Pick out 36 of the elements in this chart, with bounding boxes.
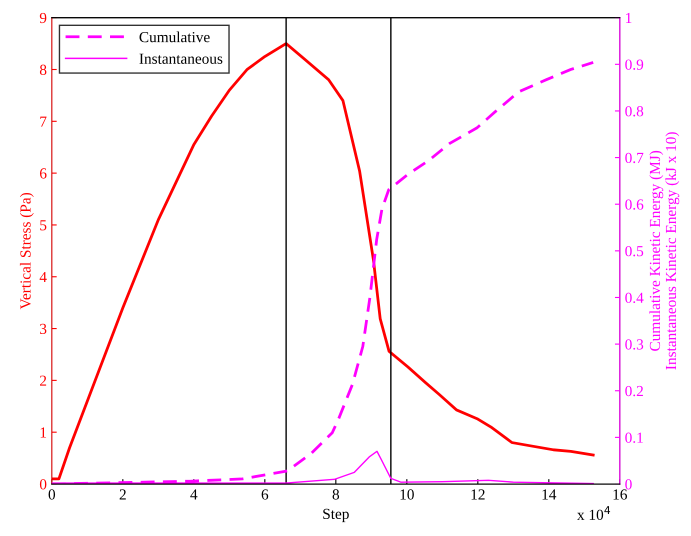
x-tick-label: 0: [48, 489, 56, 500]
y-tick-label: 0: [40, 479, 46, 490]
y-tick-label: 3: [40, 324, 46, 334]
y2-tick-label: 0.9: [625, 59, 644, 70]
x-tick-label: 4: [190, 489, 198, 500]
y2-tick-label: 0: [625, 479, 632, 490]
x-tick-label: 6: [262, 489, 268, 500]
y2-tick-label: 0.4: [625, 292, 644, 303]
legend-label: Instantaneous: [139, 54, 222, 64]
y2-tick-label: 0.1: [625, 432, 643, 443]
y-tick-label: 1: [40, 427, 46, 438]
y-tick-label: 2: [40, 376, 46, 386]
y2-tick-label: 0.5: [625, 246, 644, 256]
y2-axis-title: Cumulative Kinetic Energy (MJ) Instantaneous Kinetic Energy (kJ x 10): [649, 132, 680, 370]
y-tick-label: 8: [40, 64, 46, 75]
y-tick-label: 7: [40, 116, 47, 127]
y-tick-label: 4: [40, 272, 47, 282]
x-tick-label: 12: [472, 489, 485, 500]
y2-tick-label: 0.7: [625, 152, 644, 164]
y2-tick-label: 0.3: [625, 339, 644, 350]
y-tick-label: 5: [40, 220, 46, 230]
x-tick-label: 16: [614, 489, 628, 500]
y2-tick-label: 1: [626, 12, 632, 23]
x-axis-title: Step: [323, 508, 349, 522]
y2-tick-label: 0.8: [625, 106, 644, 116]
legend-label: Cumulative: [140, 32, 210, 42]
x-tick-label: 14: [542, 489, 556, 500]
y-tick-label: 9: [40, 12, 46, 24]
x-tick-label: 8: [332, 489, 340, 500]
y-axis-title: Vertical Stress (Pa): [20, 192, 34, 310]
text: x 10$^{4}$: [577, 506, 610, 520]
y-tick-label: 6: [40, 168, 47, 179]
y2-tick-label: 0.2: [625, 386, 643, 396]
y2-tick-label: 0.6: [625, 199, 644, 210]
x-tick-label: 2: [120, 489, 126, 500]
x-tick-label: 10: [400, 489, 414, 500]
